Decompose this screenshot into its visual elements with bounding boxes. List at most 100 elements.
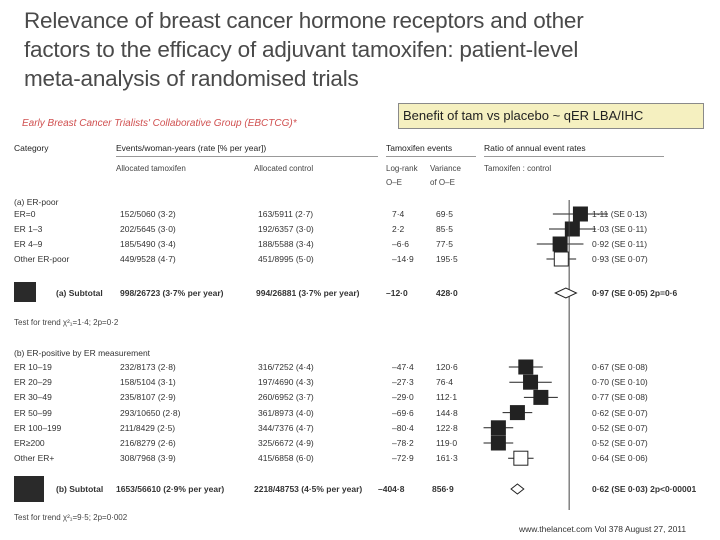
row-b-category: ER 10–19 — [14, 362, 52, 372]
row-a-oe: –6·6 — [392, 239, 410, 249]
row-b-ctrl: 344/7376 (4·7) — [258, 422, 314, 433]
row-b-tam: 216/8279 (2·6) — [120, 438, 176, 448]
row-a-point — [552, 236, 568, 252]
subtotal-b-var: 856·9 — [432, 484, 454, 494]
header-tam-vs-control: Tamoxifen : control — [484, 164, 552, 173]
header-allocated-tam: Allocated tamoxifen — [116, 164, 186, 173]
row-b-category: ER≥200 — [14, 438, 45, 448]
row-b-tam: 211/8429 (2·5) — [120, 422, 176, 433]
header-tam-events: Tamoxifen events — [386, 143, 453, 153]
row-a-point — [564, 221, 580, 237]
subtotal-b-ctrl: 2218/48753 (4·5% per year) — [254, 484, 363, 494]
row-a-ratio-text: 1·11 (SE 0·13) — [592, 209, 648, 219]
row-b-point — [509, 405, 525, 421]
row-b-oe: –47·4 — [392, 362, 414, 372]
header-var-oe: of O–E — [430, 178, 455, 187]
row-b-ratio-text: 0·64 (SE 0·06) — [592, 453, 648, 464]
row-b-ctrl: 197/4690 (4·3) — [258, 377, 314, 388]
row-a-tam: 185/5490 (3·4) — [120, 239, 176, 249]
subtotal-b-ratio: 0·62 (SE 0·03) 2p<0·00001 — [592, 484, 697, 494]
row-a-ctrl: 451/8995 (5·0) — [258, 254, 314, 264]
subtotal-a-marker — [14, 282, 36, 302]
row-b-tam: 232/8173 (2·8) — [120, 362, 176, 372]
row-b-category: ER 100–199 — [14, 422, 62, 433]
row-b-ratio-text: 0·62 (SE 0·07) — [592, 407, 648, 418]
row-b-point — [523, 374, 539, 390]
header-rule-ratio — [484, 156, 664, 157]
row-a-category: ER=0 — [14, 209, 36, 219]
title-line-3: meta-analysis of randomised trials — [24, 66, 359, 91]
footer-citation: www.thelancet.com Vol 378 August 27, 201… — [519, 524, 687, 534]
row-b-point — [533, 389, 549, 405]
slide-title: Relevance of breast cancer hormone recep… — [24, 6, 714, 93]
row-b-ctrl: 316/7252 (4·4) — [258, 362, 314, 372]
row-a-var: 77·5 — [436, 239, 454, 249]
row-b-var: 119·0 — [436, 438, 458, 448]
row-a-oe: 7·4 — [392, 209, 405, 219]
header-logrank: Log-rank — [386, 164, 418, 173]
row-a-tam: 152/5060 (3·2) — [120, 209, 176, 219]
row-b-ratio-text: 0·52 (SE 0·07) — [592, 422, 648, 433]
row-b-ratio-text: 0·52 (SE 0·07) — [592, 438, 648, 448]
section-a-label: (a) ER-poor — [14, 197, 59, 207]
header-oe: O–E — [386, 178, 403, 187]
row-b-oe: –78·2 — [392, 438, 414, 448]
subtotal-b-oe: –404·8 — [378, 484, 405, 494]
subtotal-b-marker — [14, 476, 44, 502]
subtotal-a-tam: 998/26723 (3·7% per year) — [120, 288, 224, 298]
row-a-oe: 2·2 — [392, 224, 405, 234]
row-b-ctrl: 325/6672 (4·9) — [258, 438, 314, 448]
row-b-category: ER 20–29 — [14, 377, 52, 388]
row-b-ratio-text: 0·70 (SE 0·10) — [592, 377, 648, 388]
row-b-point — [518, 359, 534, 375]
row-b-oe: –69·6 — [392, 407, 414, 418]
row-a-tam: 202/5645 (3·0) — [120, 224, 176, 234]
subtotal-b-diamond — [510, 483, 525, 495]
row-b-var: 120·6 — [436, 362, 458, 372]
row-a-ctrl: 188/5588 (3·4) — [258, 239, 314, 249]
header-variance: Variance — [430, 164, 461, 173]
row-b-var: 76·4 — [436, 377, 454, 388]
trend-a: Test for trend χ²₁=1·4; 2p=0·2 — [14, 318, 119, 327]
row-b-oe: –72·9 — [392, 453, 414, 464]
row-a-category: Other ER-poor — [14, 254, 70, 264]
row-a-ratio-text: 0·92 (SE 0·11) — [592, 239, 648, 249]
row-a-point — [572, 206, 588, 222]
row-b-var: 112·1 — [436, 392, 458, 403]
row-b-ctrl: 415/6858 (6·0) — [258, 453, 314, 464]
subtotal-a-diamond — [554, 287, 578, 299]
callout-box: Benefit of tam vs placebo ~ qER LBA/IHC — [398, 103, 704, 129]
row-b-point — [513, 450, 529, 466]
row-b-ctrl: 260/6952 (3·7) — [258, 392, 314, 403]
row-a-ctrl: 163/5911 (2·7) — [258, 209, 314, 219]
row-b-category: ER 50–99 — [14, 407, 52, 418]
row-b-point — [490, 435, 506, 451]
row-b-ctrl: 361/8973 (4·0) — [258, 407, 314, 418]
row-b-var: 144·8 — [436, 407, 458, 418]
row-a-ratio-text: 0·93 (SE 0·07) — [592, 254, 648, 264]
row-b-ratio-text: 0·67 (SE 0·08) — [592, 362, 648, 372]
header-category: Category — [14, 143, 49, 153]
subtotal-a-oe: –12·0 — [386, 288, 408, 298]
row-a-ctrl: 192/6357 (3·0) — [258, 224, 314, 234]
row-b-tam: 158/5104 (3·1) — [120, 377, 176, 388]
row-a-ratio-text: 1·03 (SE 0·11) — [592, 224, 648, 234]
header-ratio: Ratio of annual event rates — [484, 143, 586, 153]
row-b-point — [490, 420, 506, 436]
row-b-var: 122·8 — [436, 422, 458, 433]
trend-b: Test for trend χ²₁=9·5; 2p=0·002 — [14, 513, 128, 522]
header-events: Events/woman-years (rate [% per year]) — [116, 143, 267, 153]
row-a-point — [553, 251, 569, 267]
row-b-tam: 308/7968 (3·9) — [120, 453, 176, 464]
subtotal-a-ctrl: 994/26881 (3·7% per year) — [256, 288, 360, 298]
subtotal-a-var: 428·0 — [436, 288, 458, 298]
row-b-tam: 235/8107 (2·9) — [120, 392, 176, 403]
title-line-1: Relevance of breast cancer hormone recep… — [24, 8, 584, 33]
header-rule-tam — [386, 156, 476, 157]
row-a-var: 85·5 — [436, 224, 454, 234]
row-b-oe: –80·4 — [392, 422, 414, 433]
subtotal-a-label: (a) Subtotal — [56, 288, 103, 298]
row-a-oe: –14·9 — [392, 254, 414, 264]
title-line-2: factors to the efficacy of adjuvant tamo… — [24, 37, 579, 62]
